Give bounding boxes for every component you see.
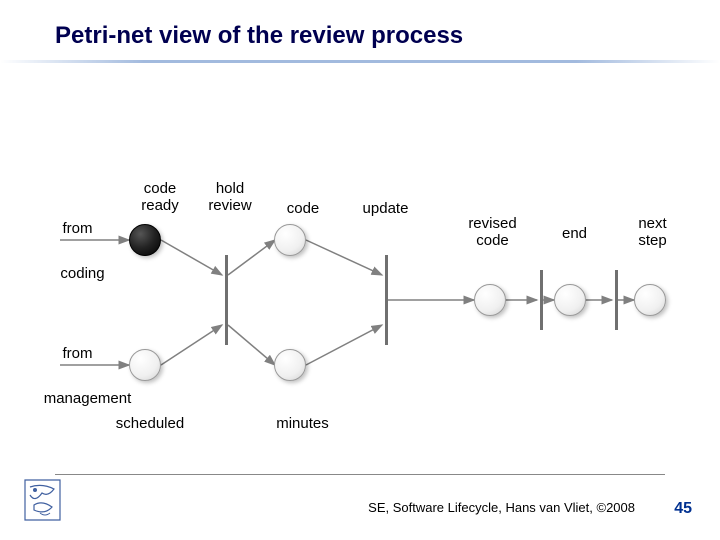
page-number: 45 [674, 500, 692, 518]
transition-t4 [615, 270, 618, 330]
label-from1: from [55, 220, 100, 237]
title-underline [0, 60, 720, 63]
transition-t3 [540, 270, 543, 330]
transition-update [385, 255, 388, 345]
label-update: update [358, 200, 413, 217]
label-code: code [278, 200, 328, 217]
label-coding: coding [55, 265, 110, 282]
label-end: end [557, 225, 592, 242]
place-code [274, 224, 306, 256]
transition-hold-review [225, 255, 228, 345]
label-minutes: minutes [270, 415, 335, 432]
place-revised-code [474, 284, 506, 316]
label-from2: from [55, 345, 100, 362]
label-management: management [35, 390, 140, 407]
place-next-step [634, 284, 666, 316]
place-code-ready [129, 224, 161, 256]
label-scheduled: scheduled [110, 415, 190, 432]
label-next-step: nextstep [625, 215, 680, 249]
label-hold-review: holdreview [200, 180, 260, 214]
slide-title: Petri-net view of the review process [55, 22, 463, 50]
label-revised: revisedcode [460, 215, 525, 249]
place-minutes [274, 349, 306, 381]
footer-divider [55, 474, 665, 475]
footer-text: SE, Software Lifecycle, Hans van Vliet, … [368, 500, 635, 515]
label-code-ready: codeready [130, 180, 190, 214]
logo-icon [20, 475, 65, 525]
place-end [554, 284, 586, 316]
petri-net-diagram: from coding codeready holdreview code update r… [0, 150, 720, 430]
place-scheduled [129, 349, 161, 381]
